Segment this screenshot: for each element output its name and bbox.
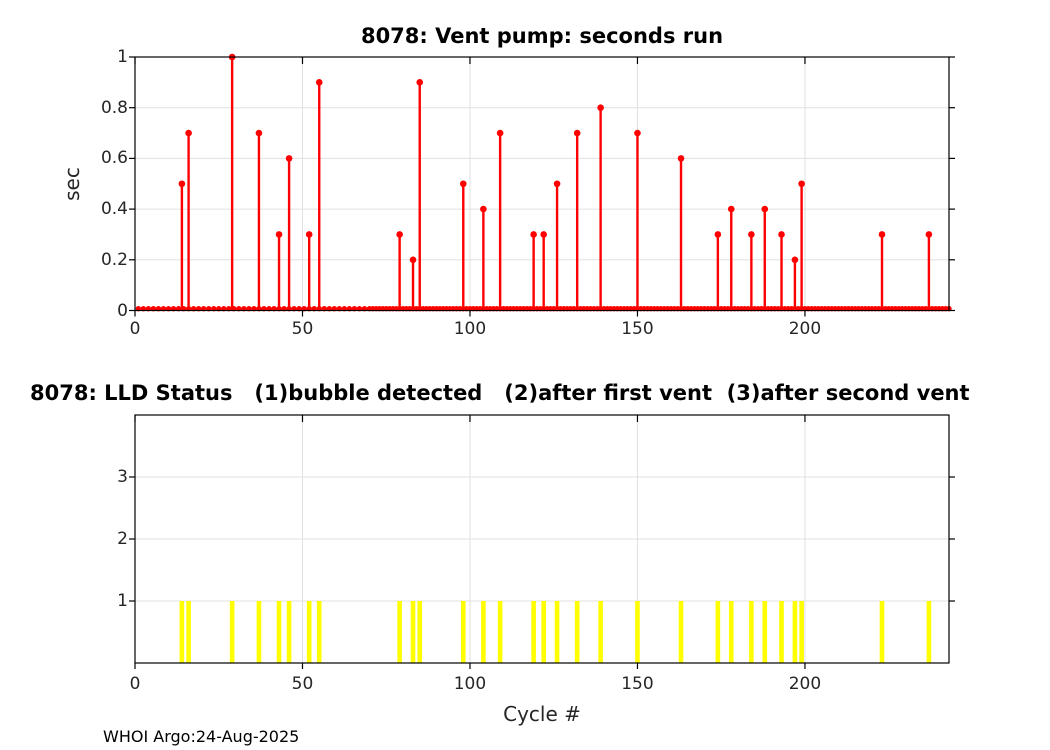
y-tick-label: 1	[117, 47, 128, 67]
status-bar	[417, 601, 423, 663]
x-tick-label: 150	[621, 674, 654, 694]
stem-marker	[178, 180, 186, 188]
stem-marker	[496, 129, 504, 137]
y-tick-label: 0.8	[100, 97, 128, 118]
stem-marker	[480, 205, 487, 213]
status-bar	[186, 601, 191, 663]
status-bar	[541, 601, 546, 663]
stem-marker	[285, 155, 293, 162]
y-tick-label: 0.2	[100, 249, 128, 270]
x-tick-label: 100	[453, 319, 487, 339]
status-bar	[792, 601, 798, 663]
status-bar	[179, 601, 185, 663]
status-bar	[229, 601, 235, 663]
x-tick-label: 100	[453, 674, 487, 694]
status-bar	[799, 601, 804, 663]
stem-marker	[540, 231, 547, 238]
status-bar	[779, 601, 784, 663]
stem-marker	[409, 256, 417, 264]
stem-marker	[305, 231, 313, 238]
top-plot-title: 8078: Vent pump: seconds run	[360, 24, 724, 48]
stem-marker	[275, 231, 283, 238]
status-bar	[879, 601, 885, 663]
y-tick-label: 0.6	[100, 148, 128, 169]
y-tick-label: 0	[117, 300, 128, 321]
stem-marker	[416, 79, 424, 86]
x-tick-label: 50	[291, 674, 314, 694]
stem-marker	[459, 180, 467, 188]
bottom-plot-title: 8078: LLD Status (1)bubble detected (2)a…	[30, 381, 970, 405]
status-bar	[256, 601, 262, 663]
status-bar	[598, 601, 603, 663]
status-bar	[497, 601, 503, 663]
status-bar	[286, 601, 292, 663]
stem-marker	[315, 79, 323, 86]
status-bar	[749, 601, 754, 663]
stem-marker	[791, 256, 799, 264]
status-bar	[276, 601, 282, 663]
stem-marker	[761, 205, 769, 213]
stem-marker	[255, 129, 263, 137]
stem-marker	[798, 180, 805, 188]
status-bar	[635, 601, 640, 663]
x-tick-label: 150	[621, 319, 654, 339]
stem-marker	[878, 231, 886, 238]
y-tick-label: 2	[117, 529, 128, 549]
status-bar	[762, 601, 768, 663]
axes-box	[134, 56, 950, 312]
stem-marker	[530, 231, 537, 238]
status-bar	[531, 601, 536, 663]
status-bar	[481, 601, 486, 663]
stem-marker	[748, 231, 755, 238]
y-tick-label: 3	[117, 467, 128, 487]
x-tick-label: 200	[788, 674, 822, 694]
status-bar	[410, 601, 416, 663]
stem-marker	[634, 129, 641, 137]
status-bar	[678, 601, 684, 663]
y-tick-label: 0.4	[100, 199, 128, 220]
status-bar	[728, 601, 734, 663]
stem-marker	[597, 104, 604, 111]
status-bar	[554, 601, 560, 663]
x-tick-label: 0	[129, 319, 141, 339]
status-bar	[306, 601, 312, 663]
stem-marker	[778, 231, 785, 238]
status-bar	[460, 601, 466, 663]
stem-marker	[677, 155, 685, 162]
status-bar	[574, 601, 580, 663]
status-bar	[316, 601, 322, 663]
stem-marker	[573, 129, 581, 137]
watermark-text: WHOI Argo:24-Aug-2025	[103, 727, 300, 746]
x-tick-label: 50	[291, 319, 314, 339]
x-tick-label: 200	[788, 319, 822, 339]
stem-marker	[185, 129, 192, 137]
status-bar	[715, 601, 721, 663]
stem-marker	[925, 231, 933, 238]
stem-marker	[714, 231, 722, 238]
status-bar	[397, 601, 402, 663]
x-tick-label: 0	[129, 674, 141, 694]
y-tick-label: 1	[117, 591, 128, 611]
x-axis-label-cycle: Cycle #	[503, 702, 581, 726]
status-bar	[926, 601, 932, 663]
stem-marker	[553, 180, 561, 188]
stem-marker	[396, 231, 403, 238]
stem-marker	[727, 205, 735, 213]
